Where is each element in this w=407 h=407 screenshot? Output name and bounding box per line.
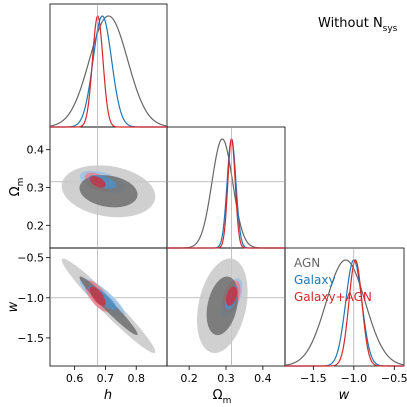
contours-h-w (61, 258, 156, 353)
ytick-label-Om: 0.3 (27, 182, 45, 195)
xtick-label-h: 0.6 (66, 372, 84, 385)
xtick-label-w: −1.0 (340, 372, 367, 385)
contours-h-Om (61, 165, 156, 218)
marginal-h-agn (49, 15, 168, 127)
xtick-label-h: 0.7 (97, 372, 115, 385)
xlabel-om: Ωm (213, 388, 232, 406)
contour-68-galaxy-agn (225, 286, 238, 306)
title-subscript: sys (383, 24, 398, 34)
ylabel-om: Ωm (8, 178, 26, 197)
panel-frames (49, 3, 405, 367)
contour-68-galaxy-agn (89, 286, 106, 306)
xtick-label-Om: 0.3 (217, 372, 235, 385)
marginal-Om-galaxy (167, 138, 285, 249)
marginal-h-galaxy-agn (50, 15, 167, 128)
ytick-label-w: −0.5 (17, 252, 44, 265)
chart-title: Without Nsys (318, 16, 398, 34)
chart-marks (49, 4, 405, 367)
ytick-label-w: −1.5 (17, 332, 44, 345)
legend-galaxy-agn: Galaxy+AGN (294, 290, 372, 304)
xtick-label-w: −1.5 (300, 372, 327, 385)
xtick-label-h: 0.8 (127, 372, 145, 385)
panel-frame (284, 247, 405, 367)
xlabel-w: w (339, 388, 350, 403)
legend: AGN Galaxy Galaxy+AGN (294, 256, 372, 304)
marginal-w-galaxy-agn (285, 259, 404, 367)
xtick-label-w: −0.5 (381, 372, 407, 385)
contours-Om-w (197, 258, 248, 353)
ytick-label-Om: 0.2 (27, 219, 45, 232)
panel-frame (49, 3, 168, 128)
legend-agn: AGN (294, 256, 320, 270)
marginal-Om-galaxy-agn (167, 138, 285, 249)
legend-galaxy: Galaxy (294, 273, 336, 287)
contour-68-galaxy-agn (89, 176, 106, 188)
xtick-label-Om: 0.4 (254, 372, 272, 385)
ylabel-w: w (6, 301, 21, 312)
ytick-label-w: −1.0 (17, 292, 44, 305)
xlabel-h: h (104, 388, 112, 403)
tick-layer: 0.6 0.7 0.8 0.2 0.3 0.4 −1.5 −1.0 −0.5 0.2 0.3 0.4 −… (17, 144, 407, 385)
ytick-label-Om: 0.4 (27, 144, 45, 157)
xtick-label-Om: 0.2 (180, 372, 198, 385)
marginal-w-agn (284, 259, 405, 366)
